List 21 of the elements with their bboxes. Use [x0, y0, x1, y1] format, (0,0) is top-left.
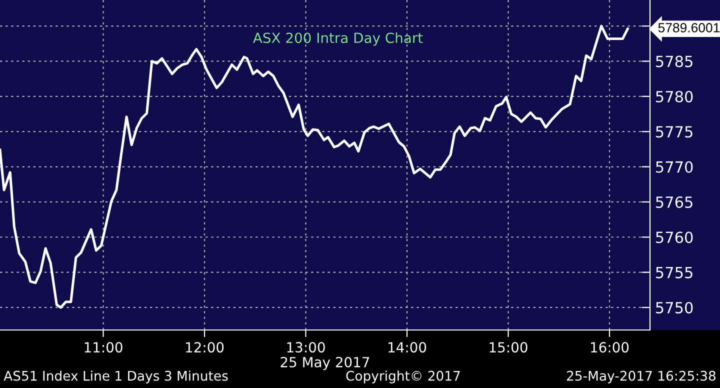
y-tick-label: 5785 [656, 56, 692, 68]
x-tick-label: 11:00 [84, 342, 122, 353]
y-tick-label: 5755 [656, 266, 692, 278]
y-tick-label: 5775 [656, 126, 692, 138]
text: Copyright© 2017 [346, 370, 460, 384]
x-tick-label: 16:00 [591, 342, 629, 353]
x-axis-title: 25 May 2017 [280, 356, 370, 370]
x-tick-label: 14:00 [388, 342, 426, 353]
y-tick-label: 5760 [656, 232, 693, 244]
y-tick-label: 5780 [656, 90, 693, 102]
x-tick-label: 15:00 [490, 342, 528, 353]
x-tick-label: 12:00 [186, 342, 224, 353]
text: 5789.6001 [658, 23, 720, 32]
y-tick-label: 5770 [656, 161, 693, 173]
text: 25-May-2017 16:25:38 [566, 370, 716, 384]
text: AS51 Index Line 1 Days 3 Minutes [4, 370, 228, 384]
text: ASX 200 Intra Day Chart [253, 32, 423, 46]
y-tick-label: 5765 [656, 196, 692, 208]
line-series [0, 24, 629, 309]
y-tick-label: 5750 [656, 302, 693, 314]
x-tick-label: 13:00 [287, 342, 325, 353]
